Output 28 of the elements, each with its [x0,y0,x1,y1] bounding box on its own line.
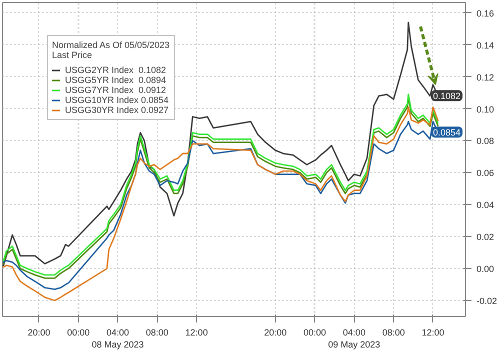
annotation: 0.1082 [432,91,461,102]
legend-label: USGG30YR Index 0.0927 [65,105,169,115]
y-tick-label: 0.12 [476,72,494,82]
legend-label: USGG2YR Index 0.1082 [65,65,166,75]
y-tick-label: 0.10 [476,104,494,114]
x-tick-label: 04:00 09 May 2023 [328,328,380,350]
legend-label: USGG5YR Index 0.0894 [65,75,166,85]
y-tick-label: 0.02 [476,232,494,242]
legend-label: USGG7YR Index 0.0912 [65,85,166,95]
y-tick-label: 0.08 [476,136,494,146]
y-tick-label: 0.04 [476,200,494,210]
x-tick-label: 12:00 [422,328,444,338]
y-tick-label: 0.16 [476,8,494,18]
x-tick-label: 20:00 [28,328,50,338]
annotation: 0.0854 [432,128,461,138]
y-tick-label: 0.14 [476,40,494,50]
x-tick-label: 08:00 [146,328,168,338]
x-tick-label: 04:00 08 May 2023 [92,328,144,350]
y-tick-label: -0.02 [476,296,498,306]
x-tick-label: 00:00 [304,328,326,338]
y-tick-label: 0.00 [476,264,494,274]
x-tick-label: 08:00 [382,328,405,338]
legend-title: Normalized As Of 05/05/2023 Last Price [52,40,170,60]
y-tick-label: 0.06 [476,168,494,178]
legend-label: USGG10YR Index 0.0854 [65,95,169,105]
x-tick-label: 20:00 [264,328,287,338]
x-tick-label: 00:00 [67,328,90,338]
x-tick-label: 12:00 [185,328,208,338]
